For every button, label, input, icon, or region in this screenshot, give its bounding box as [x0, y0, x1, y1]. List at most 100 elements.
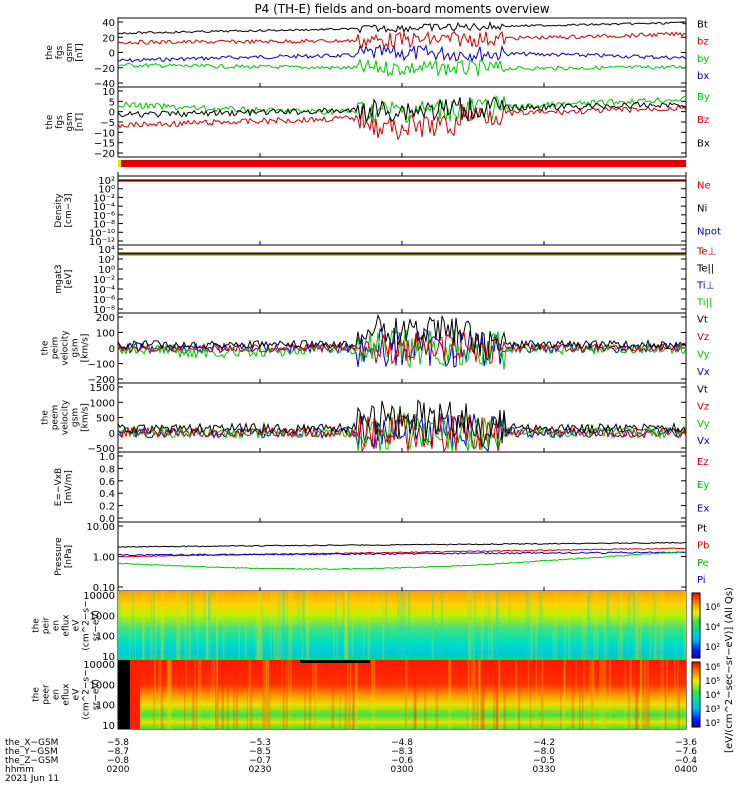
- y-axis-label-line: sr−eV): [92, 679, 102, 710]
- legend-te--: Te||: [696, 263, 714, 274]
- y-tick-label: 10⁴: [98, 245, 115, 256]
- spectrogram-texture: [221, 660, 223, 729]
- y-tick-label: 0: [109, 108, 115, 119]
- spectrogram-texture: [624, 660, 627, 729]
- spectrogram-texture: [629, 660, 633, 729]
- spectrogram-texture: [628, 591, 631, 660]
- spectrogram-texture: [540, 660, 544, 729]
- spectrogram-texture: [177, 591, 180, 660]
- spectrogram-texture: [270, 591, 272, 660]
- y-tick-label: −15: [94, 139, 115, 150]
- series-vy: [117, 328, 687, 370]
- spectrogram-texture: [628, 660, 631, 729]
- spectrogram-texture: [638, 591, 640, 660]
- y-tick-label: −20: [94, 149, 115, 160]
- panel-frame: [117, 521, 687, 592]
- legend-pe: Pe: [697, 558, 709, 569]
- x-row-value: 0400: [675, 765, 698, 775]
- spectrogram-texture: [238, 591, 240, 660]
- spectrogram-texture: [495, 660, 499, 729]
- spectrogram-texture: [308, 660, 312, 729]
- spectrogram-texture: [287, 660, 289, 729]
- spectrogram-texture: [402, 591, 404, 660]
- spectrogram-texture: [285, 660, 288, 729]
- spectrogram-texture: [177, 591, 179, 660]
- spectrogram-texture: [215, 591, 219, 660]
- series-vt: [117, 313, 687, 362]
- spectrogram-texture: [654, 591, 657, 660]
- spectrogram-texture: [152, 591, 155, 660]
- spectrogram-texture: [345, 591, 349, 660]
- y-axis-label-line: E=−VxB: [54, 468, 64, 506]
- spectrogram-texture: [493, 660, 496, 729]
- spectrogram-texture: [476, 660, 479, 729]
- spectrogram-texture: [245, 591, 247, 660]
- y-axis-label-line: gsm: [65, 112, 75, 131]
- spectrogram-texture: [584, 591, 587, 660]
- y-tick-label: 40: [102, 18, 115, 29]
- y-axis-label-line: eV: [72, 619, 82, 632]
- spectrogram-texture: [432, 591, 434, 660]
- y-axis-label: Pressure[nPa]: [54, 537, 74, 576]
- spectrogram-texture: [662, 660, 664, 729]
- spectrogram-texture: [217, 660, 219, 729]
- spectrogram-texture: [315, 660, 318, 729]
- spectrogram-texture: [263, 660, 267, 729]
- series-by: [117, 94, 687, 124]
- spectrogram-texture: [215, 660, 218, 729]
- spectrogram-texture: [653, 591, 657, 660]
- spectrogram-texture: [541, 660, 544, 729]
- spectrogram-texture: [264, 660, 267, 729]
- spectrogram-texture: [222, 660, 225, 729]
- panel-frame: [117, 382, 687, 453]
- spectrogram-texture: [607, 591, 610, 660]
- x-row-value: −4.2: [533, 738, 555, 748]
- spectrogram-texture: [555, 591, 557, 660]
- spectrogram-texture: [552, 591, 555, 660]
- spectrogram-texture: [571, 660, 575, 729]
- spectrogram-texture: [166, 660, 169, 729]
- y-axis-label-line: gsm: [71, 338, 81, 357]
- spectrogram-texture: [477, 660, 481, 729]
- spectrogram-texture: [405, 660, 407, 729]
- y-axis-label-line: the: [41, 410, 51, 425]
- spectrogram-texture: [632, 591, 635, 660]
- spectrogram-texture: [282, 591, 285, 660]
- spectrogram-texture: [583, 660, 585, 729]
- spectrogram-texture: [590, 660, 594, 729]
- x-row-value: −8.3: [391, 747, 413, 757]
- y-tick-label: 10⁻⁶: [93, 295, 115, 306]
- spectrogram-texture: [676, 660, 679, 729]
- y-axis-label-line: fgs: [55, 45, 65, 59]
- y-tick-label: 0: [109, 344, 115, 355]
- spectrogram-texture: [208, 591, 210, 660]
- spectrogram-texture: [608, 660, 611, 729]
- spectrogram-texture: [265, 660, 268, 729]
- spectrogram-texture: [149, 591, 153, 660]
- date-label: 2021 Jun 11: [5, 774, 59, 784]
- series-pi: [117, 551, 687, 557]
- y-axis-label-line: [nPa]: [64, 545, 74, 568]
- spectrogram-texture: [190, 591, 194, 660]
- x-row-value: −0.5: [533, 756, 555, 766]
- y-axis-label-line: [cm−3]: [64, 193, 74, 227]
- x-row-label: the_Y−GSM: [5, 747, 58, 757]
- spectrogram-texture: [354, 660, 357, 729]
- series-bx: [117, 44, 687, 63]
- spectrogram-texture: [405, 660, 408, 729]
- spectrogram-texture: [352, 660, 355, 729]
- spectrogram-texture: [344, 591, 348, 660]
- spectrogram-texture: [206, 591, 208, 660]
- y-tick-label: 10⁻¹²: [89, 237, 115, 248]
- spectrogram-texture: [488, 591, 491, 660]
- spectrogram-texture: [517, 660, 521, 729]
- series-bz: [117, 104, 687, 141]
- y-tick-label: 10: [102, 721, 115, 732]
- colorbar-label: [eV/(cm^2−sec−sr−eV)] (All Qs): [724, 587, 735, 753]
- colorbar-tick-label: 10⁶: [705, 603, 720, 613]
- spectrogram-texture: [593, 591, 596, 660]
- y-axis-label-line: [nT]: [75, 113, 85, 131]
- spectrogram-texture: [175, 591, 178, 660]
- spectrogram-texture: [480, 660, 483, 729]
